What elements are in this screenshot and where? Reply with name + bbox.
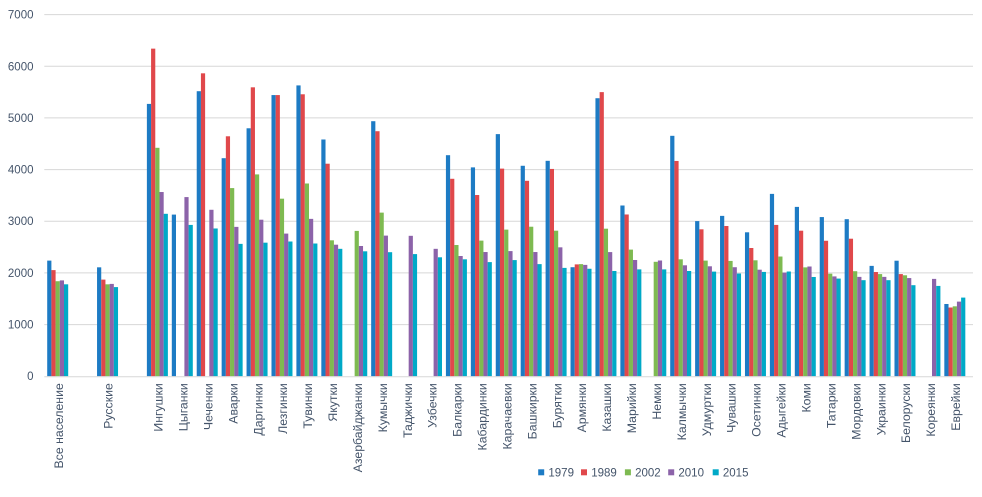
svg-text:Тувинки: Тувинки [301, 383, 315, 429]
svg-text:Армянки: Армянки [575, 383, 589, 432]
svg-text:Кореянки: Кореянки [924, 383, 938, 437]
svg-text:Украинки: Украинки [874, 383, 888, 435]
svg-text:1989: 1989 [591, 468, 617, 480]
svg-text:1000: 1000 [8, 320, 34, 332]
svg-text:Узбечки: Узбечки [426, 383, 440, 428]
svg-text:Азербайджанки: Азербайджанки [351, 383, 365, 472]
svg-text:Кумычки: Кумычки [376, 383, 390, 432]
svg-text:Даргинки: Даргинки [251, 383, 265, 436]
svg-text:2010: 2010 [678, 468, 704, 480]
svg-text:Бурятки: Бурятки [550, 383, 564, 428]
svg-text:4000: 4000 [8, 165, 34, 177]
svg-text:Мордовки: Мордовки [849, 383, 863, 440]
svg-text:Осетинки: Осетинки [750, 383, 764, 437]
svg-text:Русские: Русские [102, 383, 116, 429]
svg-text:Якутки: Якутки [326, 383, 340, 422]
svg-text:6000: 6000 [8, 61, 34, 73]
svg-text:Белоруски: Белоруски [899, 383, 913, 443]
svg-text:Марийки: Марийки [625, 383, 639, 433]
svg-text:2000: 2000 [8, 268, 34, 280]
svg-text:Карачаевки: Карачаевки [501, 383, 515, 449]
svg-text:Башкирки: Башкирки [525, 383, 539, 439]
svg-text:Коми: Коми [800, 383, 814, 412]
svg-text:Лезгинки: Лезгинки [276, 383, 290, 434]
svg-text:2015: 2015 [723, 468, 749, 480]
svg-text:5000: 5000 [8, 113, 34, 125]
svg-text:7000: 7000 [8, 10, 34, 22]
svg-text:Адыгейки: Адыгейки [775, 383, 789, 438]
svg-text:0: 0 [27, 371, 33, 383]
svg-text:Немки: Немки [650, 383, 664, 420]
svg-text:Кабардинки: Кабардинки [476, 383, 490, 450]
svg-text:Казашки: Казашки [600, 383, 614, 432]
svg-text:Балкарки: Балкарки [451, 383, 465, 437]
svg-text:Цыганки: Цыганки [177, 383, 191, 431]
svg-text:Таджички: Таджички [401, 383, 415, 438]
svg-text:1979: 1979 [548, 468, 574, 480]
svg-text:Калмычки: Калмычки [675, 383, 689, 440]
svg-text:Чеченки: Чеченки [201, 383, 215, 430]
svg-text:Аварки: Аварки [226, 383, 240, 424]
svg-text:Татарки: Татарки [824, 383, 838, 428]
svg-text:Чувашки: Чувашки [725, 383, 739, 433]
svg-text:Все население: Все население [52, 383, 66, 468]
svg-text:3000: 3000 [8, 216, 34, 228]
svg-text:Удмуртки: Удмуртки [700, 383, 714, 436]
svg-text:2002: 2002 [635, 468, 661, 480]
svg-text:Еврейки: Еврейки [949, 383, 963, 431]
svg-text:Ингушки: Ингушки [152, 383, 166, 432]
